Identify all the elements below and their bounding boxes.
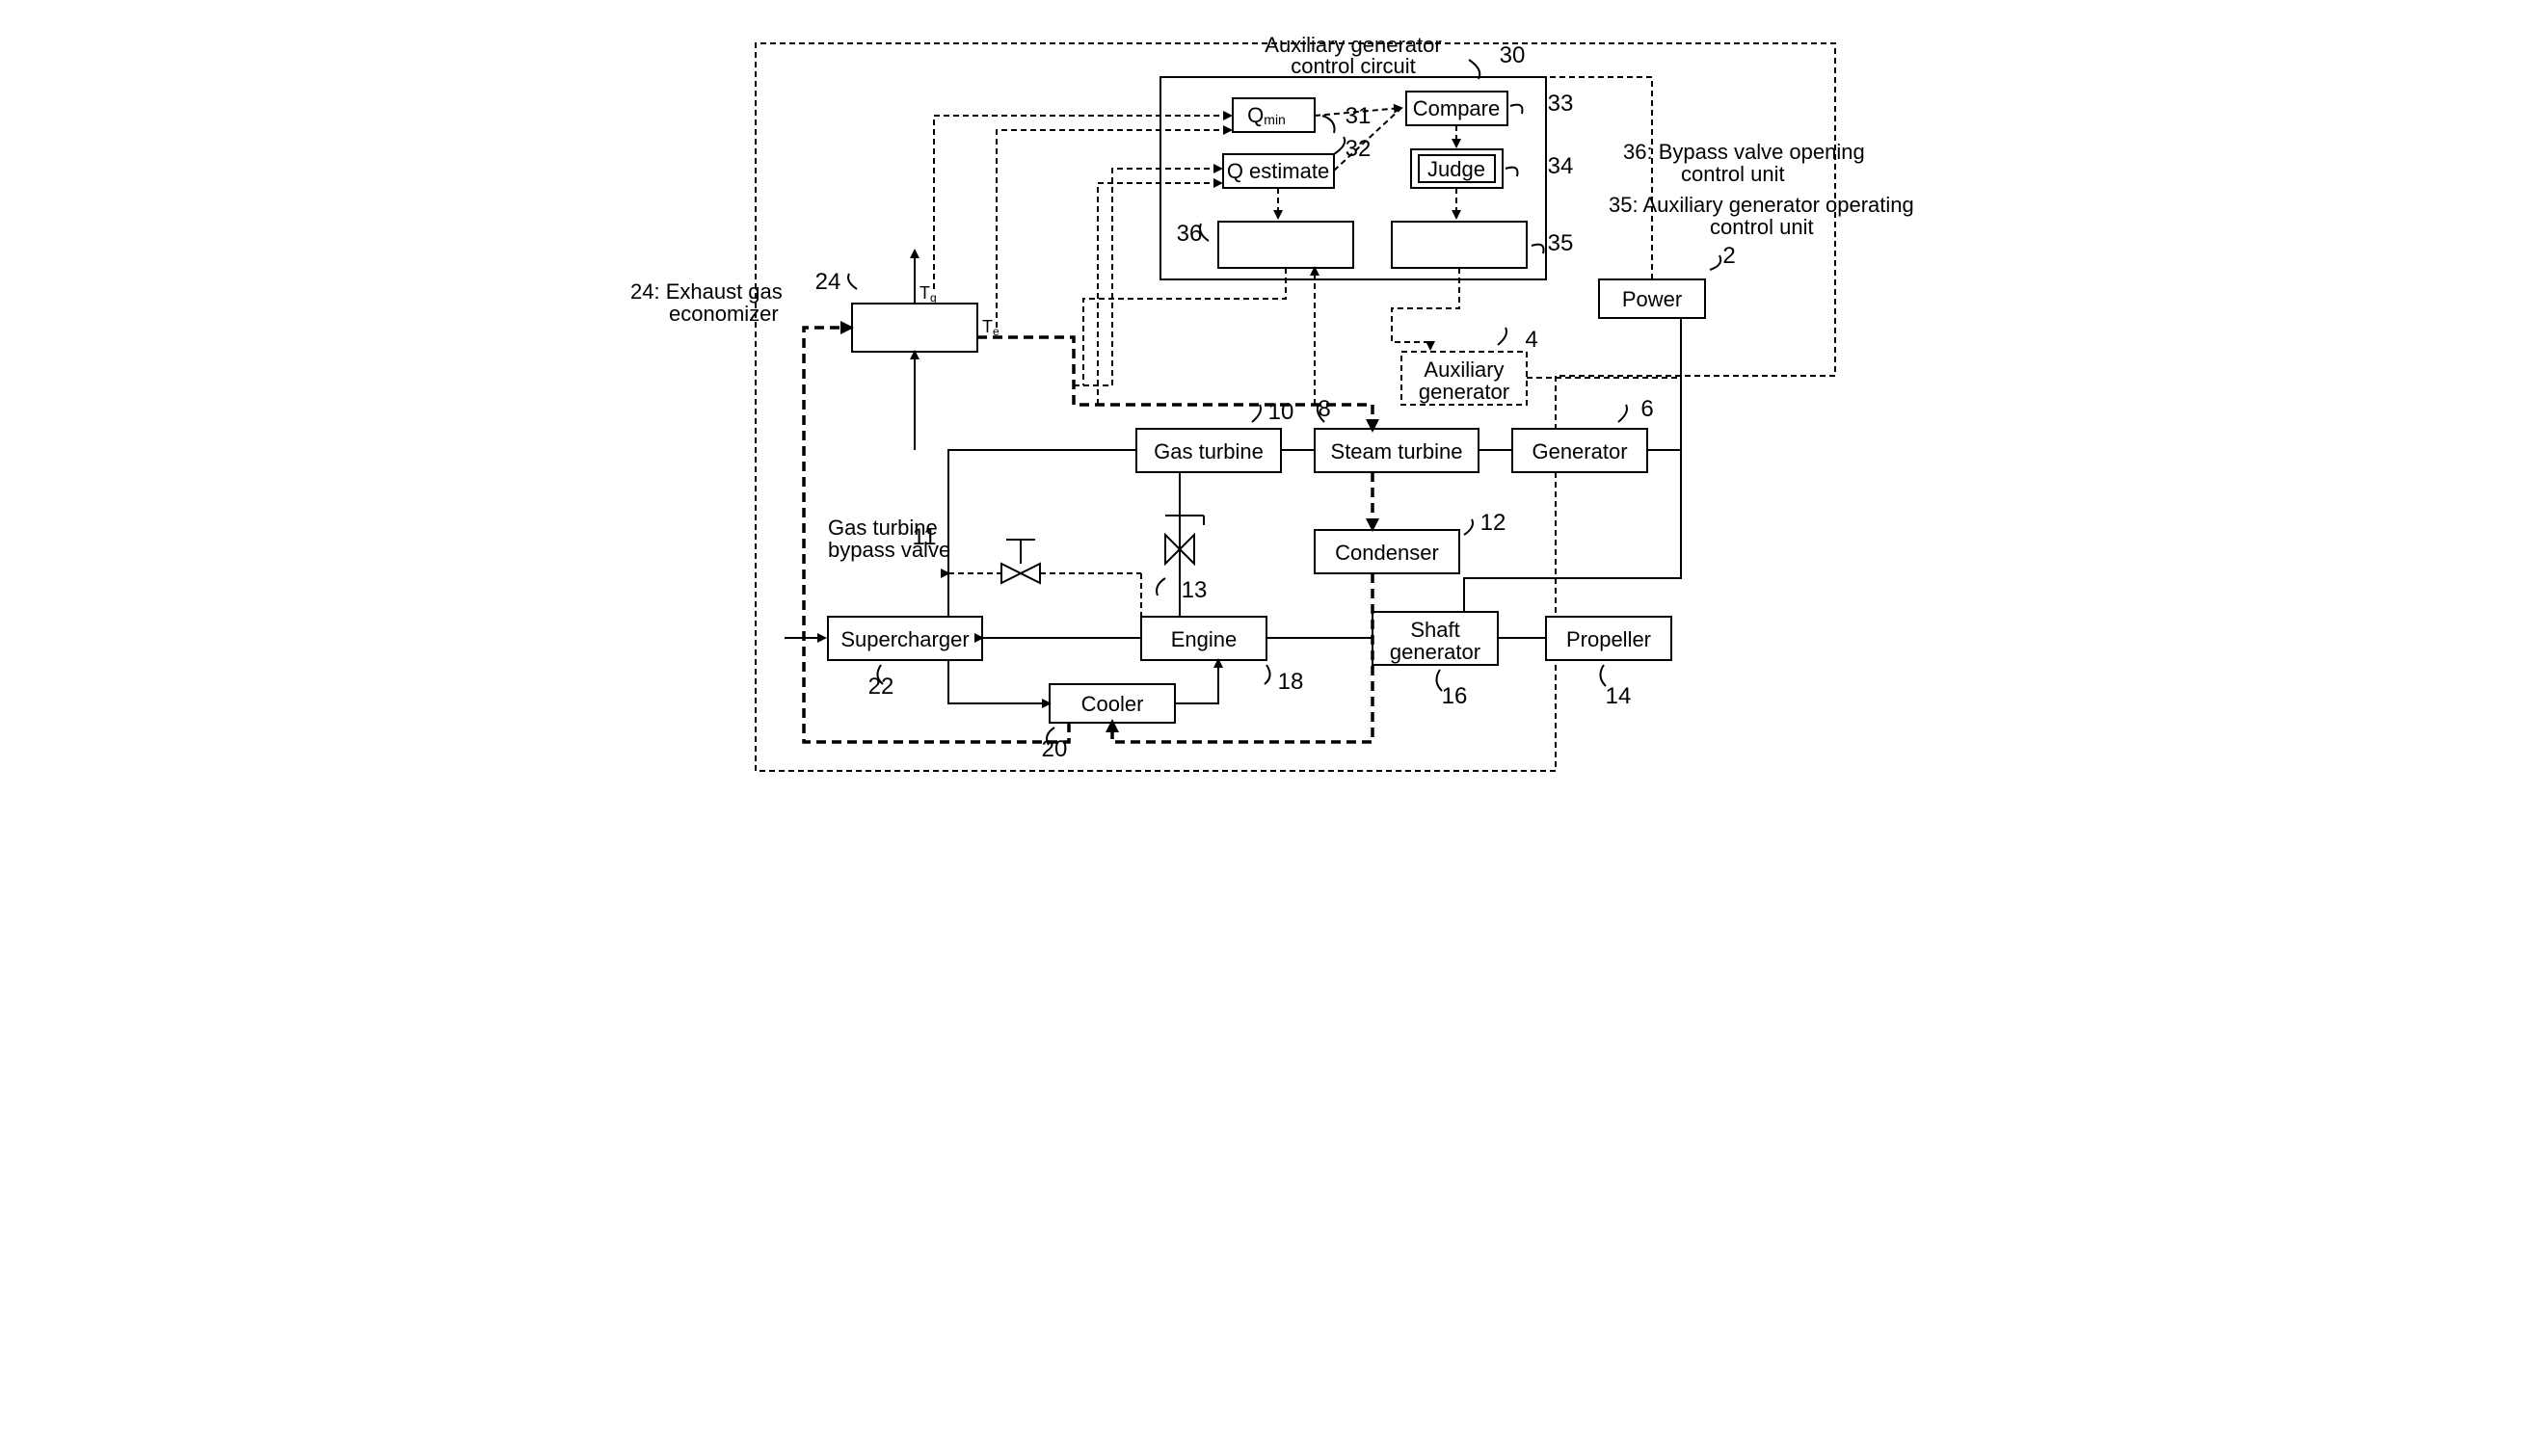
propeller-label: Propeller	[1565, 627, 1650, 651]
shaft-gen-label-2: generator	[1389, 640, 1479, 664]
super-to-cooler	[948, 660, 1050, 703]
ref-24: 24	[814, 269, 840, 295]
qest-label: Q estimate	[1226, 159, 1328, 183]
unit35-side-1: 35: Auxiliary generator operating	[1609, 193, 1914, 217]
ref-20: 20	[1041, 736, 1067, 762]
box36-out	[1083, 268, 1286, 385]
judge-label: Judge	[1427, 157, 1485, 181]
cooler-to-engine	[1175, 660, 1218, 703]
ref-squiggle-2	[1710, 255, 1720, 270]
unit35-side-2: control unit	[1710, 215, 1814, 239]
ref-13: 13	[1181, 577, 1207, 603]
ref-22: 22	[867, 674, 893, 700]
economizer-box	[852, 304, 977, 352]
ref-squiggle-4	[1498, 328, 1506, 345]
ref-30: 30	[1499, 42, 1525, 68]
ref-squiggle-18	[1265, 665, 1270, 684]
box35	[1392, 222, 1527, 268]
unit36-side-2: control unit	[1681, 162, 1785, 186]
box36	[1218, 222, 1353, 268]
ref-16: 16	[1441, 683, 1467, 709]
ref-4: 4	[1525, 327, 1537, 353]
ref-6: 6	[1640, 396, 1653, 422]
ref-squiggle-12	[1464, 519, 1473, 535]
ref-12: 12	[1479, 510, 1506, 536]
aux-gen-label-2: generator	[1418, 380, 1508, 404]
supercharger-label: Supercharger	[840, 627, 969, 651]
ref-35: 35	[1547, 230, 1573, 256]
super-to-gas	[948, 450, 1136, 617]
ref-10: 10	[1267, 399, 1293, 425]
valve-11	[1001, 540, 1040, 583]
generator-label: Generator	[1532, 439, 1627, 463]
ref-34: 34	[1547, 153, 1573, 179]
unit36-side-1: 36: Bypass valve opening	[1623, 140, 1865, 164]
power-label: Power	[1621, 287, 1681, 311]
ref-18: 18	[1277, 669, 1303, 695]
engine-label: Engine	[1170, 627, 1237, 651]
compare-label: Compare	[1412, 96, 1499, 120]
economizer-side-2: economizer	[669, 302, 779, 326]
gas-turbine-label: Gas turbine	[1154, 439, 1264, 463]
shaft-gen-label-1: Shaft	[1410, 618, 1459, 642]
ref-squiggle-10	[1252, 405, 1261, 422]
ref-squiggle-24	[848, 274, 857, 289]
ref-squiggle-13	[1157, 578, 1165, 596]
ref-36: 36	[1176, 221, 1202, 247]
econ-to-steam-thick	[977, 337, 1373, 429]
steam-turbine-label: Steam turbine	[1330, 439, 1462, 463]
diagram-canvas: Auxiliary generator control circuit 30 Q…	[563, 0, 1970, 809]
ref-31: 31	[1345, 103, 1371, 129]
bypass-valve-label-1: Gas turbine	[828, 516, 938, 540]
ref-14: 14	[1605, 683, 1631, 709]
gen-to-power	[1647, 318, 1681, 450]
condenser-label: Condenser	[1335, 541, 1439, 565]
bypass-valve-label-2: bypass valve	[828, 538, 950, 562]
ref-33: 33	[1547, 91, 1573, 117]
ref-2: 2	[1722, 243, 1735, 269]
aux-gen-label-1: Auxiliary	[1424, 357, 1504, 382]
cooler-label: Cooler	[1080, 692, 1143, 716]
control-circuit-title-2: control circuit	[1291, 54, 1416, 78]
ref-squiggle-6	[1618, 405, 1627, 422]
ref-8: 8	[1318, 396, 1330, 422]
economizer-side-1: 24: Exhaust gas	[630, 279, 783, 304]
